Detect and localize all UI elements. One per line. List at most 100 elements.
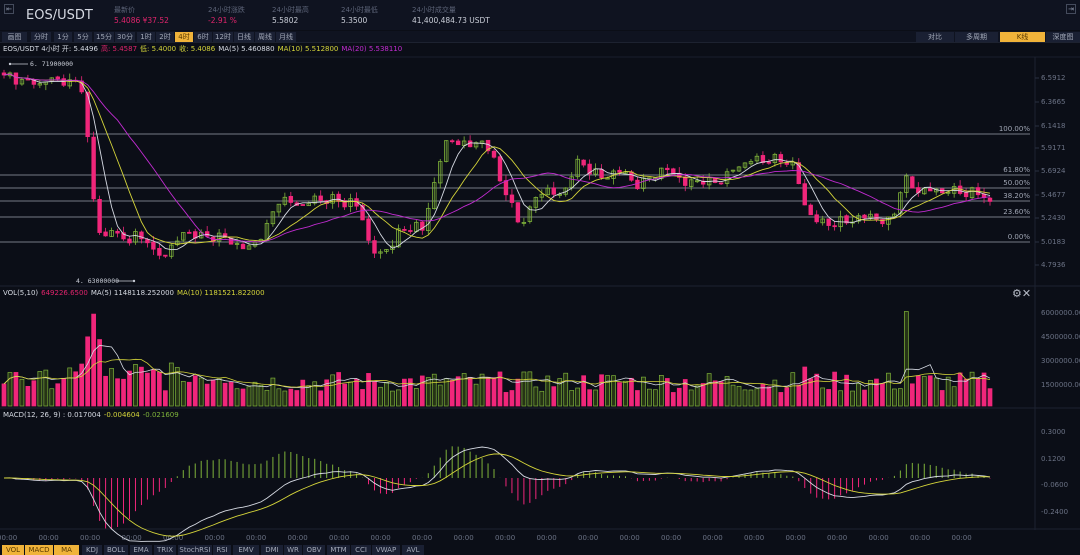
indicator-tab-kdj[interactable]: KDJ — [82, 545, 102, 555]
indicator-tab-ma[interactable]: MA — [54, 545, 79, 555]
stat-label: 24小时最低 — [341, 6, 378, 14]
stat-value: 5.5802 — [272, 16, 299, 25]
fib-label: 38.20% — [1003, 192, 1030, 200]
legend-value: 低: 5.4000 — [140, 45, 177, 53]
indicator-tab-wr[interactable]: WR — [284, 545, 302, 555]
timeframe-tab[interactable]: 分时 — [31, 32, 51, 42]
timeframe-tab[interactable]: 12时 — [213, 32, 233, 42]
stat-value: 5.4086 ¥37.52 — [114, 16, 169, 25]
volume-legend: VOL(5,10) 649226.6500 MA(5) 1148118.252000… — [3, 288, 268, 298]
stat-value: 5.3500 — [341, 16, 368, 25]
indicator-tab-emv[interactable]: EMV — [233, 545, 259, 555]
timeframe-tab[interactable]: 1时 — [137, 32, 155, 42]
price-axis-label: 4.7936 — [1041, 261, 1066, 269]
volume-axis-label: 1500000.00 — [1041, 381, 1080, 389]
indicator-tab-dmi[interactable]: DMI — [261, 545, 283, 555]
volume-axis-label: 3000000.00 — [1041, 357, 1080, 365]
indicator-tab-ema[interactable]: EMA — [130, 545, 152, 555]
gear-icon[interactable]: ⚙ — [1012, 287, 1022, 300]
legend-value: -0.021609 — [142, 411, 179, 419]
time-axis-label: 00:00 — [910, 534, 930, 542]
vol-ma10-line — [3, 358, 991, 388]
legend-value: -0.004604 — [103, 411, 140, 419]
stat-0: 最新价 5.4086 ¥37.52 — [114, 5, 169, 26]
indicator-tab-obv[interactable]: OBV — [303, 545, 325, 555]
time-axis-label: 00:00 — [246, 534, 266, 542]
timeframe-tab[interactable]: 15分 — [94, 32, 114, 42]
expand-panel-icon[interactable]: ⇥ — [1066, 4, 1076, 14]
time-axis-label: 00:00 — [80, 534, 100, 542]
indicator-tab-boll[interactable]: BOLL — [104, 545, 128, 555]
time-axis-label: 00:00 — [163, 534, 183, 542]
indicator-tab-vwap[interactable]: VWAP — [372, 545, 400, 555]
collapse-sidebar-icon[interactable]: ⇤ — [4, 4, 14, 14]
close-icon[interactable]: ✕ — [1021, 287, 1032, 300]
legend-value: EOS/USDT 4小时 开: 5.4496 — [3, 45, 98, 53]
time-axis-label: 00:00 — [661, 534, 681, 542]
time-axis-label: 00:00 — [39, 534, 59, 542]
price-axis-label: 6.5912 — [1041, 74, 1066, 82]
macd-dif-line — [3, 446, 991, 542]
macd-axis-label: -0.0600 — [1041, 481, 1068, 489]
legend-value: MA(20) 5.538110 — [341, 45, 403, 53]
indicator-bar: VOL MACD MA KDJ BOLL EMA TRIX StochRSI RSI EMV DMI… — [0, 545, 1080, 555]
timeframe-tab[interactable]: 4时 — [175, 32, 193, 42]
price-axis-label: 6.3665 — [1041, 98, 1066, 106]
stat-2: 24小时最高 5.5802 — [272, 5, 309, 26]
time-axis-label: 00:00 — [869, 534, 889, 542]
fib-label: 50.00% — [1003, 179, 1030, 187]
indicator-tab-cci[interactable]: CCI — [351, 545, 371, 555]
timeframe-tab[interactable]: 30分 — [115, 32, 135, 42]
pair-title: EOS/USDT — [26, 8, 93, 23]
time-axis-label: 00:00 — [495, 534, 515, 542]
indicator-tab-stochrsi[interactable]: StochRSI — [178, 545, 212, 555]
time-axis-label: 00:00 — [952, 534, 972, 542]
time-axis-label: 00:00 — [578, 534, 598, 542]
time-axis-label: 00:00 — [744, 534, 764, 542]
time-axis-label: 00:00 — [0, 534, 17, 542]
indicator-tab-mtm[interactable]: MTM — [327, 545, 350, 555]
price-axis-label: 6.1418 — [1041, 122, 1066, 130]
stat-label: 24小时涨跌 — [208, 6, 245, 14]
legend-value: 高: 5.4587 — [100, 45, 138, 53]
indicator-tab-rsi[interactable]: RSI — [213, 545, 231, 555]
time-axis-label: 00:00 — [205, 534, 225, 542]
legend-value: 收: 5.4086 — [179, 45, 216, 53]
ticker-header: ⇤ EOS/USDT 最新价 5.4086 ¥37.52 24小时涨跌 -2.91… — [0, 0, 1080, 30]
fib-label: 100.00% — [999, 125, 1030, 133]
timeframe-tab[interactable]: 6时 — [194, 32, 212, 42]
macd-axis-label: -0.2400 — [1041, 508, 1068, 516]
view-tab[interactable]: 对比 — [916, 32, 954, 42]
macd-histogram — [9, 446, 991, 530]
fib-label: 0.00% — [1008, 233, 1031, 241]
timeframe-tab[interactable]: 1分 — [54, 32, 72, 42]
view-tab[interactable]: 深度图 — [1046, 32, 1080, 42]
stat-4: 24小时成交量 41,400,484.73 USDT — [412, 5, 490, 26]
timeframe-tab[interactable]: 日线 — [234, 32, 254, 42]
fib-label: 61.80% — [1003, 166, 1030, 174]
high-marker: 6. 71900000 — [30, 60, 73, 68]
timeframe-tab[interactable]: 2时 — [156, 32, 174, 42]
stat-label: 24小时最高 — [272, 6, 309, 14]
stat-value: -2.91 % — [208, 16, 237, 25]
timeframe-tab[interactable]: 周线 — [255, 32, 275, 42]
timeframe-tab[interactable]: 5分 — [74, 32, 92, 42]
view-tab[interactable]: 多周期 — [955, 32, 998, 42]
view-tab[interactable]: K线 — [1000, 32, 1045, 42]
ma10-line — [3, 73, 991, 245]
ma20-line — [3, 73, 991, 243]
stat-value: 41,400,484.73 USDT — [412, 16, 490, 25]
indicator-tab-vol[interactable]: VOL — [2, 545, 24, 555]
timeframe-tab[interactable]: 画图 — [2, 32, 27, 42]
timeframe-tab[interactable]: 月线 — [276, 32, 296, 42]
indicator-tab-macd[interactable]: MACD — [25, 545, 53, 555]
indicator-tab-trix[interactable]: TRIX — [154, 545, 176, 555]
stat-label: 最新价 — [114, 6, 135, 14]
time-axis-label: 00:00 — [703, 534, 723, 542]
legend-value: VOL(5,10) — [3, 289, 39, 297]
price-legend: EOS/USDT 4小时 开: 5.4496 高: 5.4587 低: 5.4000… — [3, 44, 405, 54]
stat-label: 24小时成交量 — [412, 6, 456, 14]
volume-axis-label: 6000000.00 — [1041, 309, 1080, 317]
indicator-tab-avl[interactable]: AVL — [402, 545, 424, 555]
